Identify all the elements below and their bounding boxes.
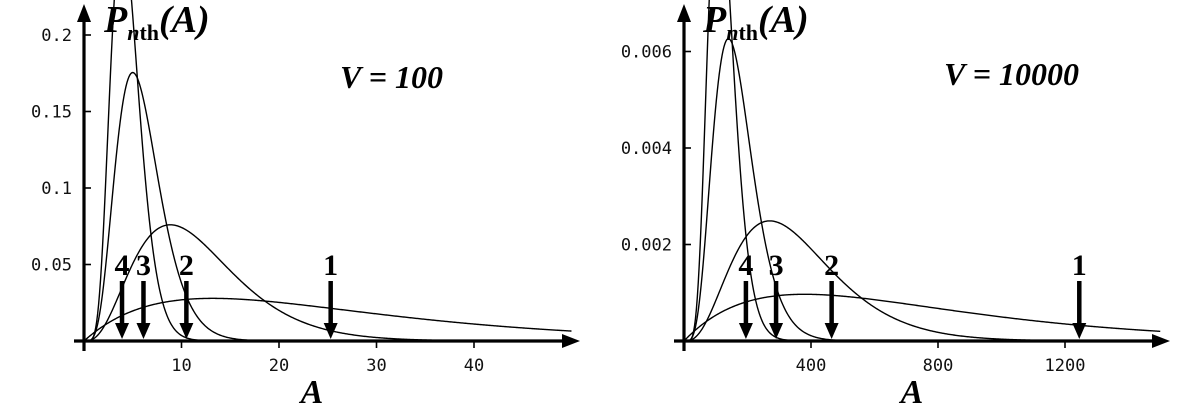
x-tick-label: 1200: [1045, 356, 1086, 376]
series-curve-3: [84, 71, 572, 342]
x-tick-label: 40: [464, 356, 484, 376]
arrow-head-3: [769, 323, 784, 339]
y-tick-label: 0.006: [621, 43, 672, 63]
arrow-label-2: 2: [824, 249, 839, 282]
x-axis-label: A: [899, 374, 924, 410]
arrow-head-2: [179, 323, 194, 339]
x-tick-label: 400: [796, 356, 827, 376]
arrow-label-4: 4: [115, 249, 130, 282]
arrow-head-3: [136, 323, 151, 339]
y-axis-label: Pnth(A): [702, 0, 809, 45]
arrow-label-3: 3: [769, 249, 784, 282]
series-curve-2: [684, 220, 1161, 342]
y-tick-label: 0.004: [621, 139, 672, 159]
series-curve-3: [684, 37, 1161, 342]
arrow-head-1: [323, 323, 338, 339]
y-tick-label: 0.05: [31, 256, 72, 276]
series-curve-4: [84, 0, 572, 342]
y-axis-label: Pnth(A): [103, 0, 210, 45]
chart-panel-1: 0.05 0.1 0.15 0.2 10 20 30 40 4 3 2 1 Pnth(A) A V = 10…: [31, 0, 580, 410]
y-tick-label: 0.002: [621, 236, 672, 256]
y-axis-arrowhead: [77, 4, 91, 22]
x-axis-arrowhead: [1152, 334, 1170, 348]
y-axis-arrowhead: [677, 4, 691, 22]
arrow-head-4: [115, 323, 130, 339]
arrow-label-4: 4: [738, 249, 753, 282]
y-tick-label: 0.2: [41, 26, 72, 46]
x-tick-label: 20: [269, 356, 289, 376]
x-axis-label: A: [299, 374, 324, 410]
arrow-label-2: 2: [179, 249, 194, 282]
arrow-head-1: [1072, 323, 1087, 339]
x-tick-label: 30: [366, 356, 386, 376]
arrow-head-2: [824, 323, 839, 339]
y-tick-label: 0.1: [41, 179, 72, 199]
series-curve-1: [83, 297, 572, 342]
x-tick-label: 800: [923, 356, 954, 376]
arrow-label-1: 1: [323, 249, 338, 282]
volume-annotation: V = 100: [340, 59, 443, 95]
y-tick-label: 0.15: [31, 103, 72, 123]
chart-panel-2: 0.002 0.004 0.006 400 800 1200 4 3 2 1 Pnth(A) A V =…: [621, 0, 1170, 410]
series-curve-4: [684, 0, 1161, 342]
arrow-label-1: 1: [1072, 249, 1087, 282]
arrow-label-3: 3: [136, 249, 151, 282]
x-tick-label: 10: [171, 356, 191, 376]
volume-annotation: V = 10000: [944, 56, 1079, 92]
arrow-head-4: [738, 323, 753, 339]
